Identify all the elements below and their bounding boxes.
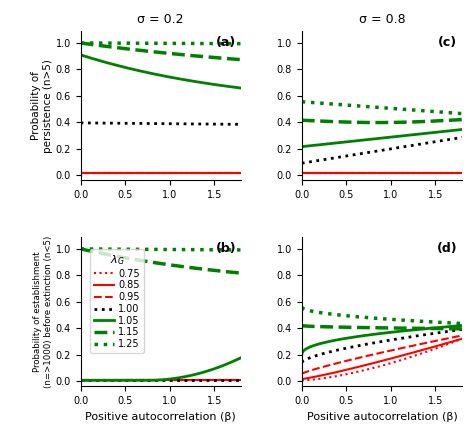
Text: (d): (d) — [437, 242, 457, 254]
Text: (c): (c) — [438, 36, 457, 48]
Text: (a): (a) — [216, 36, 236, 48]
Legend: 0.75, 0.85, 0.95, 1.00, 1.05, 1.15, 1.25: 0.75, 0.85, 0.95, 1.00, 1.05, 1.15, 1.25 — [90, 249, 144, 353]
Y-axis label: Probability of establishment
(n=>1000) before extinction (n<5): Probability of establishment (n=>1000) b… — [33, 235, 53, 388]
Title: σ = 0.8: σ = 0.8 — [359, 13, 405, 26]
X-axis label: Positive autocorrelation (β): Positive autocorrelation (β) — [307, 412, 457, 421]
X-axis label: Positive autocorrelation (β): Positive autocorrelation (β) — [85, 412, 236, 421]
Title: σ = 0.2: σ = 0.2 — [137, 13, 184, 26]
Text: (b): (b) — [216, 242, 236, 254]
Y-axis label: Probability of
persistence (n>5): Probability of persistence (n>5) — [31, 59, 53, 153]
